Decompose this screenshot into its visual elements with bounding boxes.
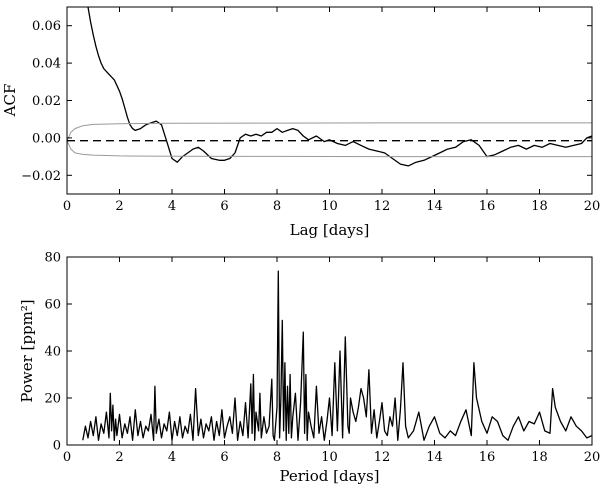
periodogram-x-axis-label: Period [days] [279,467,379,485]
acf-x-ticks: 0 2 4 6 8 10 12 14 16 18 20 [63,7,600,214]
acf-series-acf [87,7,592,167]
acf-y-tick-label: 0.02 [32,94,61,109]
periodogram-y-tick-label: 80 [44,251,61,266]
acf-plot-area [67,7,592,167]
acf-panel: 0 2 4 6 8 10 12 14 16 18 20 −0.020.000.020.040.06 … [1,6,600,239]
periodogram-panel: 0 2 4 6 8 10 12 14 16 18 20 0 20 40 60 80 Period [days… [18,251,600,486]
periodogram-x-tick-label: 12 [374,450,391,465]
acf-y-tick-label: 0.04 [32,57,61,72]
acf-x-tick-label: 2 [115,199,123,214]
acf-x-tick-label: 4 [168,199,176,214]
periodogram-y-tick-label: 40 [44,345,61,360]
acf-series-upper-envelope [67,122,592,141]
periodogram-x-tick-label: 20 [584,450,600,465]
periodogram-x-tick-label: 18 [531,450,548,465]
periodogram-x-tick-label: 8 [273,450,281,465]
periodogram-y-tick-label: 0 [53,439,61,454]
acf-plot-frame [66,6,593,195]
acf-x-tick-label: 14 [426,199,443,214]
acf-x-tick-label: 16 [479,199,496,214]
periodogram-x-tick-label: 2 [115,450,123,465]
acf-y-tick-label: 0.00 [32,131,61,146]
periodogram-y-tick-label: 20 [44,392,61,407]
acf-series-lower-envelope [67,140,592,158]
periodogram-plot-area [82,270,592,441]
periodogram-x-tick-label: 16 [479,450,496,465]
acf-y-tick-label: −0.02 [21,169,61,184]
acf-x-tick-label: 8 [273,199,281,214]
periodogram-x-tick-label: 0 [63,450,71,465]
acf-x-tick-label: 18 [531,199,548,214]
periodogram-y-axis-label: Power [ppm²] [18,299,36,402]
periodogram-x-tick-label: 4 [168,450,176,465]
acf-x-tick-label: 0 [63,199,71,214]
acf-y-axis-label: ACF [1,84,19,118]
acf-y-tick-label: 0.06 [32,19,61,34]
acf-x-tick-label: 6 [220,199,228,214]
acf-y-ticks: −0.02 0.00 0.02 0.04 0.06 [21,19,592,184]
periodogram-plot-frame [66,256,593,446]
periodogram-x-ticks: 0 2 4 6 8 10 12 14 16 18 20 [63,257,600,465]
acf-x-tick-label: 10 [321,199,338,214]
periodogram-series-periodogram [82,270,592,441]
acf-x-tick-label: 20 [584,199,600,214]
acf-x-axis-label: Lag [days] [290,221,370,239]
periodogram-x-tick-label: 10 [321,450,338,465]
periodogram-y-tick-label: 60 [44,298,61,313]
periodogram-x-tick-label: 6 [220,450,228,465]
periodogram-y-ticks: 0 20 40 60 80 [44,251,592,454]
periodogram-x-tick-label: 14 [426,450,443,465]
acf-x-tick-label: 12 [374,199,391,214]
